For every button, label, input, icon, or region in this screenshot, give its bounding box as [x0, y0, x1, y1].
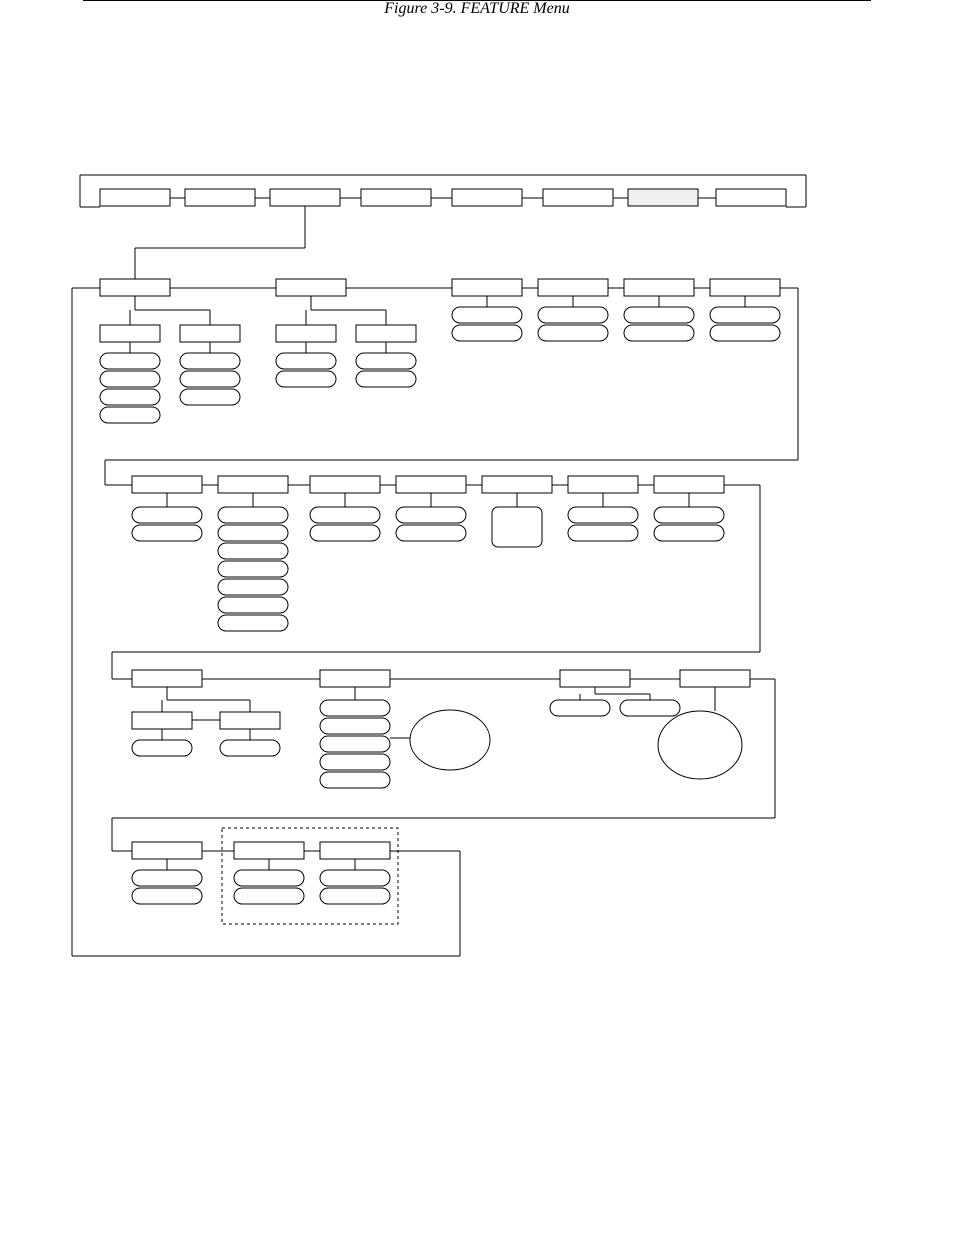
page-container: Figure 3-9. FEATURE Menu: [0, 0, 954, 1235]
figure-caption: Figure 3-9. FEATURE Menu: [0, 0, 954, 18]
feature-menu-diagram: [0, 0, 954, 1235]
footer-rule: [83, 0, 871, 1]
